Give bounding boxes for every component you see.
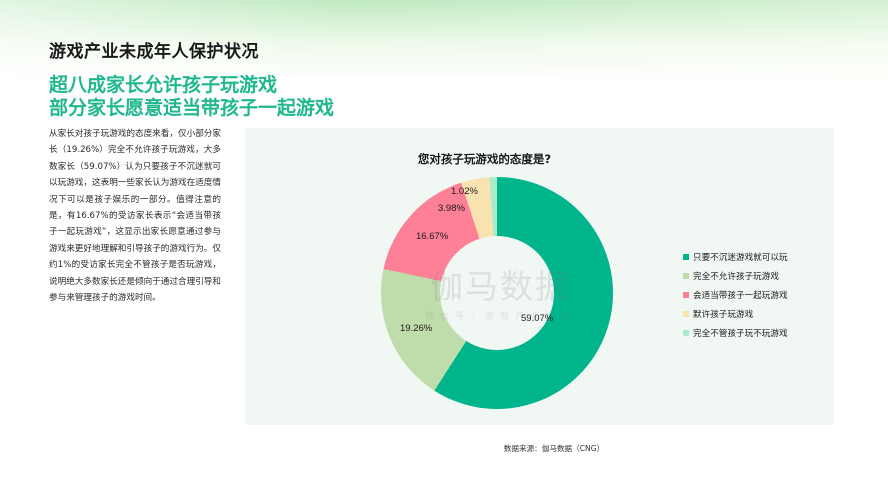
slice-label-no-care: 1.02% xyxy=(451,186,478,197)
legend-item-tacit-allow: 默许孩子玩游戏 xyxy=(683,304,788,323)
legend-label: 完全不管孩子玩不玩游戏 xyxy=(693,328,788,339)
legend-item-play-together: 会适当带孩子一起玩游戏 xyxy=(683,285,788,304)
legend-label: 默许孩子玩游戏 xyxy=(693,309,754,320)
slice-label-play-together: 16.67% xyxy=(416,231,449,242)
legend-swatch-icon xyxy=(683,253,689,260)
legend-swatch-icon xyxy=(683,291,689,298)
analysis-paragraph: 从家长对孩子玩游戏的态度来看，仅小部分家长（19.26%）完全不允许孩子玩游戏，… xyxy=(49,129,221,304)
header-background xyxy=(0,0,888,80)
legend-label: 会适当带孩子一起玩游戏 xyxy=(693,290,788,301)
legend-item-no-care: 完全不管孩子玩不玩游戏 xyxy=(683,323,788,342)
legend-item-no-addiction: 只要不沉迷游戏就可以玩 xyxy=(683,247,788,266)
page-title: 游戏产业未成年人保护状况 xyxy=(49,42,259,62)
legend-item-not-allowed: 完全不允许孩子玩游戏 xyxy=(683,266,788,285)
headline: 超八成家长允许孩子玩游戏 部分家长愿意适当带孩子一起游戏 xyxy=(49,74,334,120)
donut-hole xyxy=(440,236,554,350)
donut-chart xyxy=(381,177,613,409)
chart-title: 您对孩子玩游戏的态度是? xyxy=(417,152,552,166)
data-source: 数据来源：伽马数据（CNG） xyxy=(503,444,605,453)
legend-label: 只要不沉迷游戏就可以玩 xyxy=(693,252,788,263)
slice-label-not-allowed: 19.26% xyxy=(400,323,433,334)
legend-swatch-icon xyxy=(683,310,689,317)
legend-swatch-icon xyxy=(683,272,689,279)
headline-line-1: 超八成家长允许孩子玩游戏 xyxy=(49,74,278,96)
legend-swatch-icon xyxy=(683,329,689,336)
legend-label: 完全不允许孩子玩游戏 xyxy=(693,271,779,282)
slice-label-no-addiction: 59.07% xyxy=(521,313,554,324)
headline-line-2: 部分家长愿意适当带孩子一起游戏 xyxy=(49,97,335,119)
chart-panel: 您对孩子玩游戏的态度是? 59.07% 19.26% 16.67% 3.98% … xyxy=(245,128,834,425)
slice-label-tacit-allow: 3.98% xyxy=(438,203,465,214)
chart-legend: 只要不沉迷游戏就可以玩 完全不允许孩子玩游戏 会适当带孩子一起玩游戏 默许孩子玩… xyxy=(683,247,788,342)
